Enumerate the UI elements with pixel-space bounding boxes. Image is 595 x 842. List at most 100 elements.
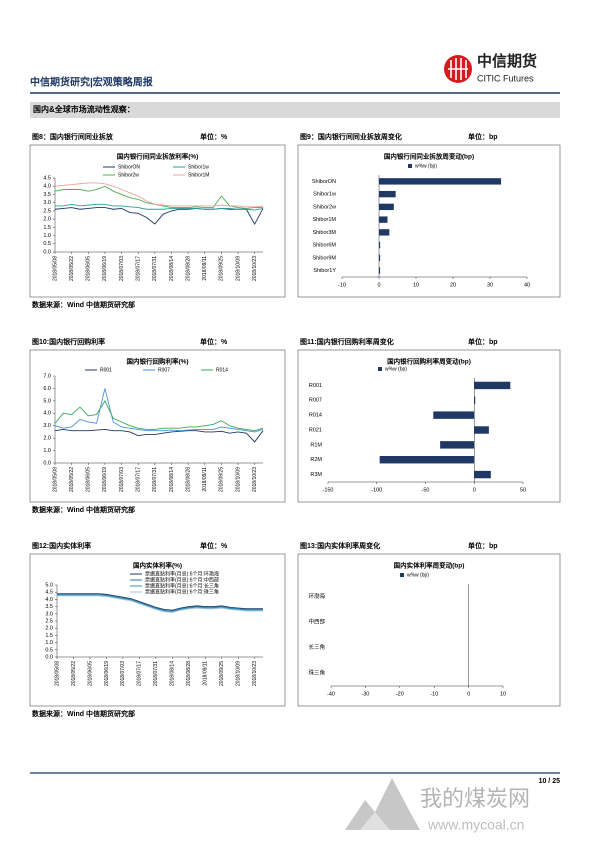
x-tick-label: 40	[524, 282, 530, 288]
x-tick-label: 2018/09/25	[219, 467, 225, 492]
chart-title: 国内实体利率周变动(bp)	[394, 561, 465, 570]
y-tick-label: 4.5	[45, 590, 53, 596]
category-label: 环渤海	[308, 592, 325, 600]
chart-title: 国内银行间同业拆放利率(%)	[117, 152, 199, 161]
figure-unit: 单位：%	[200, 337, 228, 346]
y-tick-label: 0.0	[43, 460, 51, 466]
y-tick-label: 1.5	[45, 633, 53, 639]
series-line	[57, 593, 263, 612]
x-tick-label: 2018/05/08	[54, 661, 60, 686]
logo-lines	[448, 58, 468, 80]
chart-frame	[297, 349, 561, 503]
y-tick-label: 0.0	[43, 249, 51, 255]
logo-en: CITIC Futures	[477, 73, 534, 83]
legend-label: 票据直贴利率(月息):6个月:长三角	[145, 582, 219, 589]
legend-label: 票据直贴利率(月息):6个月:环渤海	[145, 570, 219, 577]
x-tick-label: 2018/06/19	[102, 467, 108, 492]
category-label: Shibor3M	[312, 230, 336, 236]
x-tick-label: -150	[322, 487, 333, 493]
figure-unit: 单位：%	[200, 132, 228, 141]
bar	[379, 229, 390, 236]
legend-label: 票据直贴利率(月息):6个月:珠三角	[145, 588, 219, 595]
y-tick-label: 1.5	[43, 225, 51, 231]
y-tick-label: 2.5	[43, 208, 51, 214]
figure-source: 数据来源：Wind 中信期货研究部	[32, 505, 135, 514]
y-tick-label: 1.0	[43, 233, 51, 239]
figure-unit: 单位：%	[200, 541, 228, 550]
y-tick-label: 3.5	[43, 192, 51, 198]
chart-frame	[297, 144, 561, 298]
section-title: 国内&全球市场流动性观察：	[33, 104, 135, 114]
figure-caption: 图13:国内实体利率周变化	[300, 541, 380, 550]
y-tick-label: 6.0	[43, 386, 51, 392]
chart-frame	[297, 553, 561, 707]
x-tick-label: 2018/05/08	[52, 467, 58, 492]
x-tick-label: 2018/06/05	[86, 256, 92, 281]
x-tick-label: 2018/07/03	[119, 467, 125, 492]
x-tick-label: 2018/08/28	[185, 256, 191, 281]
series-line	[54, 428, 264, 443]
category-label: Shibor1Y	[313, 268, 336, 274]
series-line	[57, 595, 263, 613]
y-tick-label: 0.5	[45, 647, 53, 653]
legend-label: Shibor1M	[188, 172, 209, 178]
figure-caption: 图11:国内银行回购利率周变化	[300, 337, 394, 346]
legend-label: R001	[100, 367, 112, 373]
y-tick-label: 3.0	[45, 611, 53, 617]
x-tick-label: 2018/05/08	[52, 256, 58, 281]
x-tick-label: 2018/09/25	[219, 661, 225, 686]
x-tick-label: -100	[371, 487, 382, 493]
category-label: R1M	[310, 442, 322, 448]
bar	[379, 456, 475, 464]
figure-unit: 单位：bp	[468, 132, 498, 141]
y-tick-label: 1.0	[45, 640, 53, 646]
x-tick-label: 2018/07/03	[120, 661, 126, 686]
bar	[379, 203, 394, 211]
figure-caption: 图10:国内银行回购利率	[32, 337, 105, 346]
y-tick-label: 5.0	[43, 398, 51, 404]
y-tick-label: 3.0	[43, 200, 51, 206]
logo: 中信期货 CITIC Futures	[444, 52, 537, 83]
x-tick-label: 0	[467, 691, 470, 697]
series-line	[54, 388, 264, 433]
x-tick-label: 2018/06/05	[86, 467, 92, 492]
bar	[379, 216, 388, 223]
figure-unit: 单位：bp	[468, 541, 498, 550]
category-label: R3M	[310, 472, 322, 478]
bar	[474, 396, 476, 404]
x-tick-label: 2018/07/17	[137, 661, 143, 686]
figure-source: 数据来源：Wind 中信期货研究部	[32, 300, 135, 309]
x-tick-label: -10	[338, 282, 346, 288]
x-tick-label: -20	[396, 691, 404, 697]
series-line	[57, 594, 263, 613]
x-tick-label: 2018/10/23	[252, 256, 258, 281]
y-tick-label: 4.0	[45, 597, 53, 603]
chart-title: 国内实体利率(%)	[133, 561, 182, 570]
chart-frame	[29, 349, 286, 503]
y-tick-label: 3.0	[43, 423, 51, 429]
legend-label: ShiborON	[118, 164, 140, 170]
y-tick-label: 4.0	[43, 184, 51, 190]
category-label: Shibor1M	[312, 217, 336, 223]
x-tick-label: 20	[450, 282, 456, 288]
chart-frame	[29, 144, 286, 298]
x-tick-label: 2018/10/09	[235, 256, 241, 281]
figure-source: 数据来源：Wind 中信期货研究部	[32, 709, 135, 718]
y-tick-label: 3.5	[45, 604, 53, 610]
x-tick-label: 30	[487, 282, 493, 288]
x-tick-label: -40	[327, 691, 335, 697]
x-tick-label: 2018/10/09	[235, 467, 241, 492]
x-tick-label: 2018/07/31	[152, 256, 158, 281]
chart-title: 国内银行回购利率(%)	[126, 357, 188, 366]
legend-swatch	[400, 573, 404, 577]
category-label: R001	[309, 383, 322, 389]
legend-swatch	[378, 367, 382, 371]
x-tick-label: 2018/05/22	[69, 256, 75, 281]
category-label: Shibor2w	[313, 204, 336, 210]
x-tick-label: 2018/07/31	[153, 661, 159, 686]
x-tick-label: 2018/06/05	[87, 661, 93, 686]
chart-title: 国内银行间同业拆放周变动(bp)	[384, 152, 474, 161]
bar	[474, 381, 511, 390]
